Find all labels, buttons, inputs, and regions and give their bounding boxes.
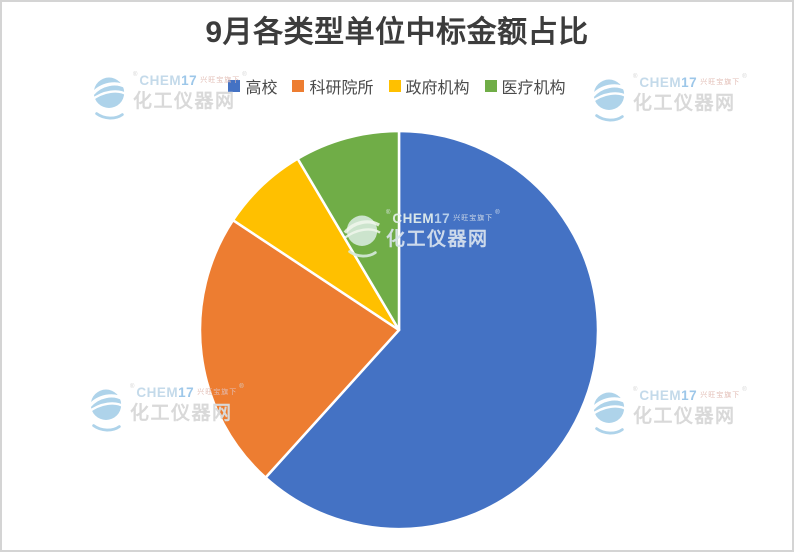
pie-slice-科研院所: [198, 218, 401, 479]
legend-label: 科研院所: [309, 80, 374, 97]
legend-item-research-institutes: 科研院所: [292, 74, 374, 98]
legend-item-universities: 高校: [228, 74, 277, 98]
legend: 高校 科研院所 政府机构 医疗机构: [2, 74, 792, 98]
legend-swatch-research-institutes: [292, 80, 305, 92]
legend-swatch-medical-institutions: [484, 80, 497, 92]
legend-swatch-government-agencies: [388, 80, 401, 92]
legend-label: 政府机构: [405, 80, 470, 97]
legend-item-government-agencies: 政府机构: [388, 74, 470, 98]
legend-label: 高校: [245, 80, 278, 97]
pie-slice-高校: [264, 129, 600, 531]
legend-swatch-universities: [228, 80, 241, 92]
legend-item-medical-institutions: 医疗机构: [484, 74, 566, 98]
chart-title: 9月各类型单位中标金额占比: [205, 16, 589, 49]
legend-label: 医疗机构: [501, 80, 566, 97]
